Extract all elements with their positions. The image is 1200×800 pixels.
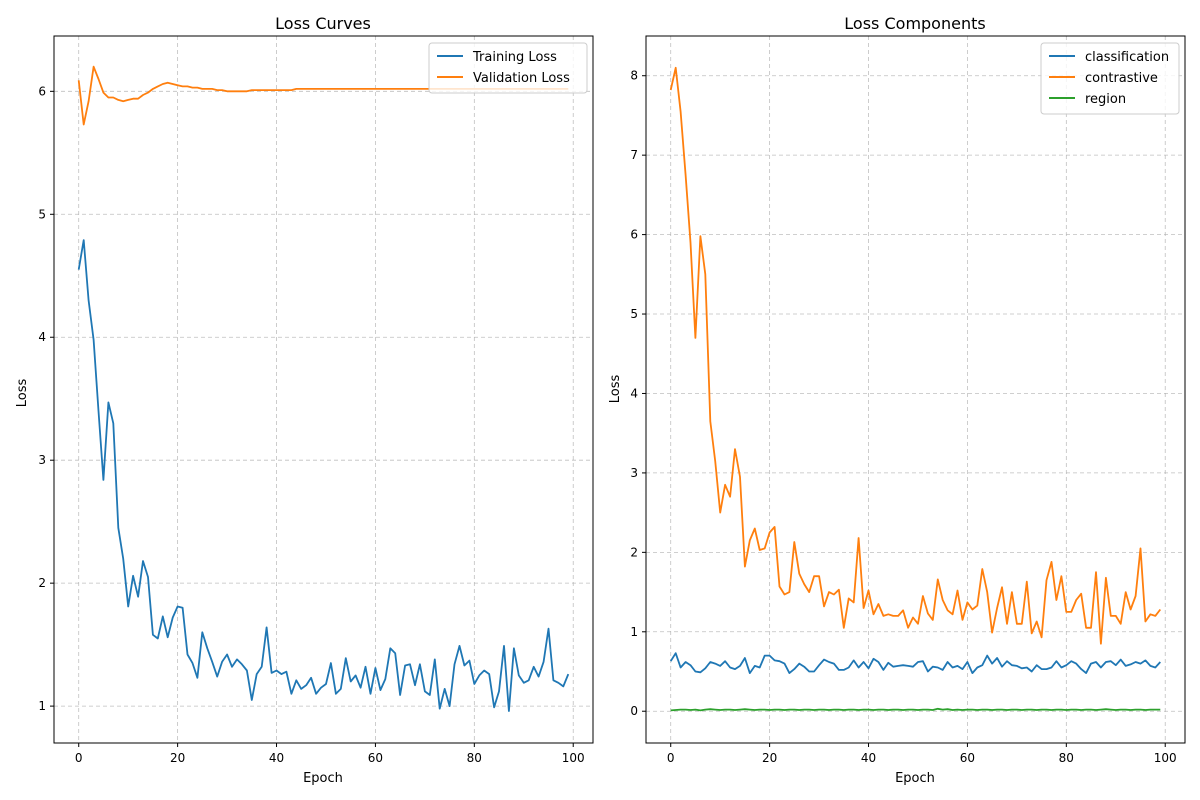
plot-frame (53, 35, 594, 744)
series-line-contrastive (669, 66, 1162, 645)
grid (54, 36, 593, 743)
chart-loss-components: Loss Components Epoch Loss 0 20 40 60 80 100 0… (608, 14, 1186, 786)
grid (646, 36, 1185, 743)
series-line-region (670, 707, 1161, 712)
legend-box (428, 42, 588, 94)
chart-loss-curves: Loss Curves Epoch Loss 0 20 40 60 80 100 1 2 3 4 5… (15, 14, 594, 786)
legend: Training Loss Validation Loss (428, 42, 588, 94)
x-axis-label: Epoch (895, 771, 935, 786)
legend-label: classification (1085, 50, 1169, 65)
x-tick-label: 40 (861, 751, 876, 765)
y-tick-label: 2 (630, 545, 638, 559)
legend-label: region (1085, 92, 1126, 107)
y-tick-label: 4 (630, 386, 638, 400)
x-tick-label: 60 (368, 751, 383, 765)
legend-box (1040, 42, 1180, 115)
y-tick-label: 2 (38, 576, 46, 590)
chart-title: Loss Curves (275, 14, 371, 33)
series-line-training-loss (77, 239, 570, 712)
series-line-classification (669, 652, 1161, 674)
y-tick-label: 1 (630, 625, 638, 639)
x-tick-label: 20 (762, 751, 777, 765)
y-axis-label: Loss (15, 379, 30, 408)
y-tick-label: 5 (38, 207, 46, 221)
x-tick-label: 80 (1059, 751, 1074, 765)
y-axis-label: Loss (608, 375, 623, 404)
y-tick-label: 5 (630, 307, 638, 321)
x-tick-label: 0 (75, 751, 83, 765)
x-tick-label: 40 (269, 751, 284, 765)
y-tick-label: 0 (630, 704, 638, 718)
legend-label: Training Loss (472, 50, 557, 65)
x-tick-label: 60 (960, 751, 975, 765)
y-tick-label: 4 (38, 330, 46, 344)
y-tick-label: 3 (630, 466, 638, 480)
plot-frame (645, 35, 1186, 744)
x-tick-label: 100 (1154, 751, 1177, 765)
x-tick-label: 100 (562, 751, 585, 765)
y-tick-label: 3 (38, 453, 46, 467)
y-tick-label: 6 (630, 228, 638, 242)
legend: classification contrastive region (1040, 42, 1180, 115)
x-tick-label: 20 (170, 751, 185, 765)
x-axis-label: Epoch (303, 771, 343, 786)
chart-title: Loss Components (844, 14, 985, 33)
x-tick-label: 0 (667, 751, 675, 765)
legend-label: Validation Loss (473, 71, 570, 86)
y-tick-label: 6 (38, 84, 46, 98)
y-tick-label: 8 (630, 69, 638, 83)
y-tick-label: 1 (38, 699, 46, 713)
y-tick-label: 7 (630, 148, 638, 162)
legend-label: contrastive (1085, 71, 1158, 86)
x-tick-label: 80 (467, 751, 482, 765)
